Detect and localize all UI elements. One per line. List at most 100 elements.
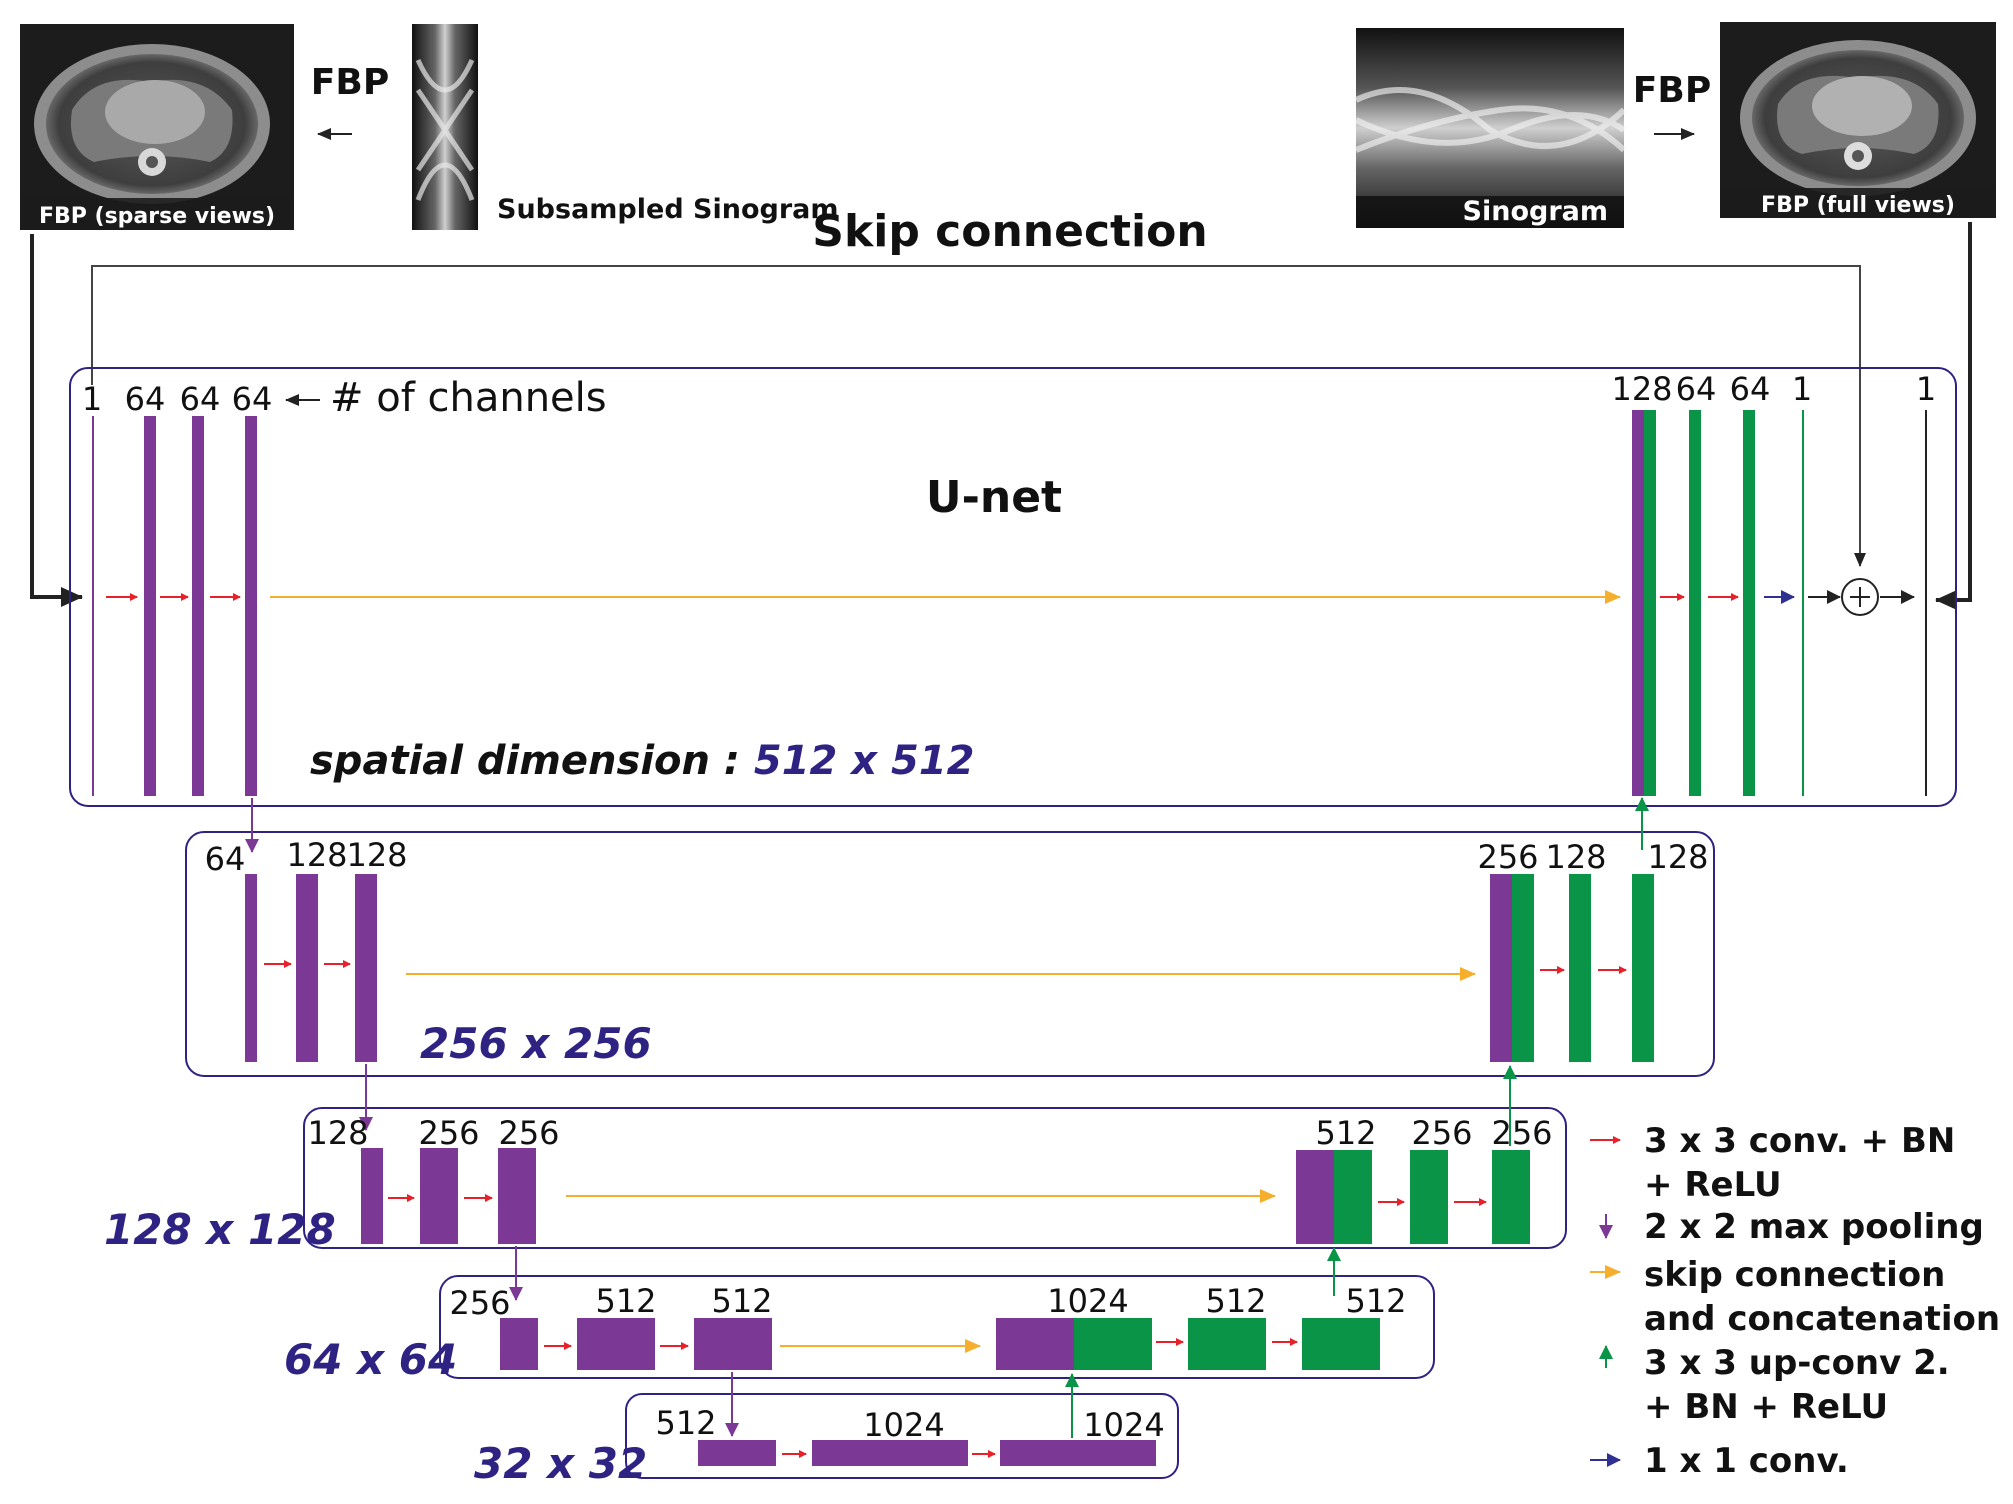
legend: 3 x 3 conv. + BN + ReLU 2 x 2 max poolin… <box>1590 1121 2000 1481</box>
l4-in-ch-0: 256 <box>449 1284 510 1322</box>
l1-in-ch-3: 64 <box>232 380 273 418</box>
output-path-arrow <box>1935 222 1972 610</box>
l5-dim-label: 32 x 32 <box>474 1439 647 1488</box>
l4-enc-bar-0 <box>500 1318 538 1370</box>
caption-sinogram: Sinogram <box>1463 196 1608 227</box>
sinogram-image: Sinogram <box>1354 28 1627 228</box>
l3-in-ch-2: 256 <box>498 1114 559 1152</box>
l2-out-ch-1: 128 <box>1545 838 1606 876</box>
global-skip-connection-line <box>91 265 1866 567</box>
level3-box <box>303 1107 1567 1249</box>
legend-1x1: 1 x 1 conv. <box>1644 1441 1849 1481</box>
l3-dec-bar-2 <box>1492 1150 1530 1244</box>
l4-dec-bar-2 <box>1302 1318 1380 1370</box>
l1-out-ch-2: 64 <box>1730 370 1771 408</box>
l2-in-ch-1: 128 <box>286 836 347 874</box>
l1-out-ch-3: 1 <box>1792 370 1812 408</box>
l1-enc-bar-3 <box>245 416 257 796</box>
l2-in-ch-0: 64 <box>205 840 246 878</box>
l4-out-ch-0: 1024 <box>1047 1282 1128 1320</box>
legend-conv-line1: 3 x 3 conv. + BN <box>1644 1121 1955 1161</box>
l1-enc-bar-1 <box>144 416 156 796</box>
l4-dec-concat-green <box>1074 1318 1152 1370</box>
level5-box <box>625 1393 1179 1479</box>
l4-dim-label: 64 x 64 <box>284 1335 457 1384</box>
spatial-dimension-label: spatial dimension : 512 x 512 <box>310 738 975 784</box>
l5-bar-2 <box>1000 1440 1156 1466</box>
legend-skip-line2: and concatenation <box>1644 1299 2000 1339</box>
legend-pool: 2 x 2 max pooling <box>1644 1207 1984 1247</box>
l2-dec-concat-green <box>1512 874 1534 1062</box>
l2-enc-bar-2 <box>355 874 377 1062</box>
legend-upconv-line2: + BN + ReLU <box>1644 1387 1888 1427</box>
l5-bar-1 <box>812 1440 968 1466</box>
l1-out-ch-1: 64 <box>1676 370 1717 408</box>
l4-out-ch-1: 512 <box>1205 1282 1266 1320</box>
l5-ch-0: 512 <box>655 1404 716 1442</box>
l1-dec-bar-1 <box>1689 410 1701 796</box>
l4-dec-bar-1 <box>1188 1318 1266 1370</box>
l3-enc-bar-0 <box>361 1148 383 1244</box>
l4-in-ch-1: 512 <box>595 1282 656 1320</box>
l3-dim-label: 128 x 128 <box>104 1205 336 1254</box>
l3-enc-bar-1 <box>420 1148 458 1244</box>
l2-enc-bar-0 <box>245 874 257 1062</box>
l1-in-ch-1: 64 <box>125 380 166 418</box>
l2-dim-label: 256 x 256 <box>420 1019 652 1068</box>
l2-dec-bar-2 <box>1632 874 1654 1062</box>
l3-enc-bar-2 <box>498 1148 536 1244</box>
l2-dec-concat-purple <box>1490 874 1512 1062</box>
legend-conv-line2: + ReLU <box>1644 1165 1782 1205</box>
subsampled-sinogram-image <box>412 24 478 230</box>
fbp-label-right: FBP <box>1633 70 1711 111</box>
l2-dec-bar-1 <box>1569 874 1591 1062</box>
level2-box <box>185 831 1715 1077</box>
l1-in-ch-0: 1 <box>82 380 102 418</box>
ct-image-full: FBP (full views) <box>1720 22 1996 218</box>
l1-dec-bar-2 <box>1743 410 1755 796</box>
caption-fbp-sparse: FBP (sparse views) <box>39 204 275 229</box>
l1-dec-concat-purple <box>1632 410 1644 796</box>
l5-ch-1: 1024 <box>863 1406 944 1444</box>
l3-out-ch-1: 256 <box>1411 1114 1472 1152</box>
input-path-arrow <box>30 234 83 607</box>
l2-out-ch-0: 256 <box>1477 838 1538 876</box>
l1-input-bar <box>92 416 94 796</box>
ct-image-sparse: FBP (sparse views) <box>20 24 294 230</box>
l2-enc-bar-1 <box>296 874 318 1062</box>
l3-dec-bar-1 <box>1410 1150 1448 1244</box>
l1-final-ch: 1 <box>1916 370 1936 408</box>
unet-title: U-net <box>926 472 1062 523</box>
spatial-prefix: spatial dimension : <box>310 738 754 784</box>
channels-note: # of channels <box>330 375 607 421</box>
l3-out-ch-2: 256 <box>1491 1114 1552 1152</box>
l1-out-ch-0: 128 <box>1611 370 1672 408</box>
l3-in-ch-0: 128 <box>307 1114 368 1152</box>
level1-box <box>69 367 1957 807</box>
l2-in-ch-2: 128 <box>346 836 407 874</box>
l1-in-ch-2: 64 <box>180 380 221 418</box>
l3-dec-concat-green <box>1334 1150 1372 1244</box>
l4-enc-bar-1 <box>577 1318 655 1370</box>
l3-in-ch-1: 256 <box>418 1114 479 1152</box>
l4-in-ch-2: 512 <box>711 1282 772 1320</box>
sum-node <box>1841 578 1879 616</box>
l1-dec-output-bar <box>1802 410 1804 796</box>
caption-fbp-full: FBP (full views) <box>1761 193 1955 218</box>
l4-dec-concat-purple <box>996 1318 1074 1370</box>
level4-box <box>439 1275 1435 1379</box>
l1-dec-concat-green <box>1644 410 1656 796</box>
legend-skip-line1: skip connection <box>1644 1255 1945 1295</box>
l5-ch-2: 1024 <box>1083 1406 1164 1444</box>
fbp-label-left: FBP <box>311 62 389 103</box>
l1-final-bar <box>1925 410 1927 796</box>
l4-enc-bar-2 <box>694 1318 772 1370</box>
l4-out-ch-2: 512 <box>1345 1282 1406 1320</box>
legend-upconv-line1: 3 x 3 up-conv 2. <box>1644 1343 1950 1383</box>
spatial-value: 512 x 512 <box>754 738 975 784</box>
skip-connection-title: Skip connection <box>812 206 1207 257</box>
l5-bar-0 <box>698 1440 776 1466</box>
l3-out-ch-0: 512 <box>1315 1114 1376 1152</box>
l3-dec-concat-purple <box>1296 1150 1334 1244</box>
